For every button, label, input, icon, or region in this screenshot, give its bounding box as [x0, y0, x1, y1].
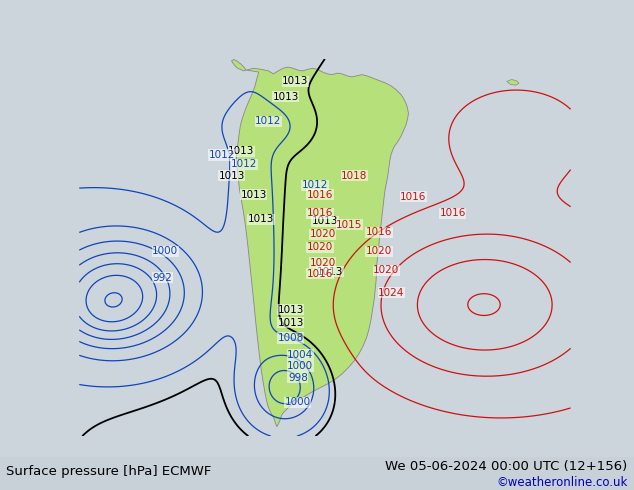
Text: 1000: 1000 [287, 361, 313, 371]
Text: 1012: 1012 [231, 159, 257, 170]
Text: 1013: 1013 [228, 146, 255, 156]
Text: 1020: 1020 [373, 265, 399, 275]
Text: 1000: 1000 [152, 246, 178, 256]
Text: Surface pressure [hPa] ECMWF: Surface pressure [hPa] ECMWF [6, 465, 212, 478]
Text: 1020: 1020 [309, 258, 335, 268]
Text: 992: 992 [153, 272, 172, 283]
Text: 1018: 1018 [341, 171, 368, 181]
Polygon shape [236, 67, 408, 427]
Text: We 05-06-2024 00:00 UTC (12+156): We 05-06-2024 00:00 UTC (12+156) [385, 460, 628, 472]
Text: 1016: 1016 [307, 208, 333, 219]
Text: 1012: 1012 [302, 180, 328, 190]
Text: 1013: 1013 [273, 92, 299, 101]
Text: 1013: 1013 [240, 190, 267, 199]
Text: 1008: 1008 [278, 333, 304, 343]
Text: 1016: 1016 [307, 269, 333, 279]
Text: 1013: 1013 [277, 305, 304, 315]
Text: 1020: 1020 [307, 243, 333, 252]
Text: 1016: 1016 [307, 190, 333, 199]
Text: 1016: 1016 [400, 192, 427, 201]
Text: 1000: 1000 [285, 397, 311, 407]
Text: 1016: 1016 [366, 227, 392, 237]
Text: 1013: 1013 [277, 318, 304, 328]
Text: 1020: 1020 [366, 246, 392, 256]
Polygon shape [231, 60, 246, 71]
Text: 1020: 1020 [309, 229, 335, 239]
Text: 1013: 1013 [312, 216, 338, 226]
Polygon shape [507, 79, 519, 85]
Text: 1012: 1012 [209, 150, 235, 160]
Text: 1004: 1004 [287, 350, 313, 360]
Text: 1013: 1013 [316, 267, 343, 277]
Text: ©weatheronline.co.uk: ©weatheronline.co.uk [496, 476, 628, 489]
Text: 1024: 1024 [378, 288, 404, 298]
Text: 1012: 1012 [256, 116, 281, 126]
Text: 998: 998 [288, 372, 308, 383]
Text: 1013: 1013 [248, 214, 275, 224]
Text: 1013: 1013 [282, 76, 309, 86]
Text: 1016: 1016 [439, 208, 466, 219]
Text: 1015: 1015 [336, 220, 363, 230]
Text: 1013: 1013 [218, 171, 245, 181]
